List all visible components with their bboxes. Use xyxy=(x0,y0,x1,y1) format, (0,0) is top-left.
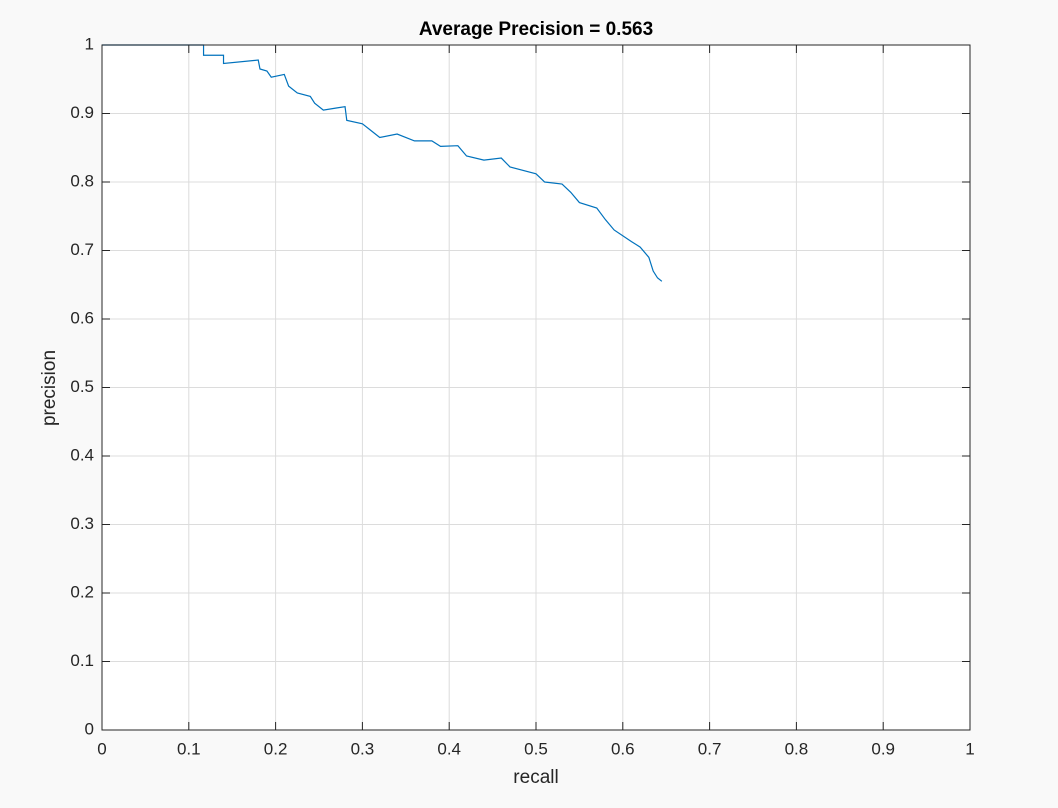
x-tick-label: 0.9 xyxy=(871,739,895,758)
x-tick-label: 0 xyxy=(97,739,106,758)
pr-curve xyxy=(102,44,663,282)
y-tick-label: 0.6 xyxy=(70,308,94,327)
x-tick-label: 0.1 xyxy=(177,739,201,758)
y-tick-label: 1 xyxy=(85,34,94,53)
y-axis-label: precision xyxy=(39,350,60,426)
y-tick-label: 0 xyxy=(85,719,94,738)
lines xyxy=(102,44,663,282)
x-axis-label: recall xyxy=(513,767,558,788)
y-tick-label: 0.8 xyxy=(70,171,94,190)
y-tick-label: 0.5 xyxy=(70,377,94,396)
y-tick-label: 0.4 xyxy=(70,445,94,464)
x-tick-label: 0.7 xyxy=(698,739,722,758)
x-tick-label: 0.4 xyxy=(437,739,461,758)
x-tick-label: 1 xyxy=(965,739,974,758)
y-tick-label: 0.3 xyxy=(70,514,94,533)
y-tick-label: 0.9 xyxy=(70,103,94,122)
x-tick-label: 0.3 xyxy=(351,739,375,758)
chart-title: Average Precision = 0.563 xyxy=(419,19,653,40)
x-tick-label: 0.6 xyxy=(611,739,635,758)
x-tick-label: 0.2 xyxy=(264,739,288,758)
x-tick-label: 0.8 xyxy=(785,739,809,758)
y-tick-label: 0.1 xyxy=(70,651,94,670)
y-tick-label: 0.7 xyxy=(70,240,94,259)
y-tick-label: 0.2 xyxy=(70,582,94,601)
x-tick-label: 0.5 xyxy=(524,739,548,758)
